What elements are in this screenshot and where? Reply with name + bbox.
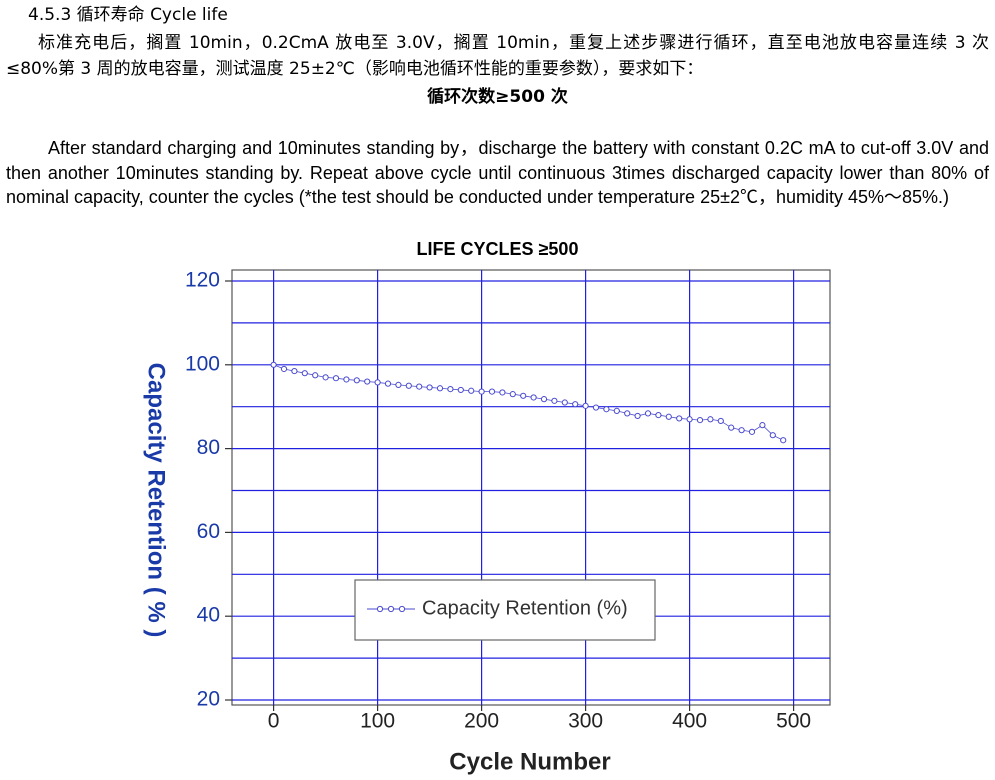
y-tick-label: 120	[185, 269, 220, 292]
data-point	[436, 385, 444, 392]
data-point	[540, 396, 548, 403]
data-point	[717, 417, 724, 425]
data-point	[551, 397, 558, 404]
data-point	[364, 378, 371, 385]
x-tick-label: 300	[568, 710, 603, 733]
chart-title: LIFE CYCLES ≥500	[416, 239, 579, 259]
data-point	[603, 406, 610, 413]
data-point	[780, 437, 787, 444]
y-tick-label: 40	[197, 604, 220, 627]
data-point	[374, 379, 381, 386]
data-point	[457, 386, 464, 394]
data-point	[624, 410, 631, 417]
data-point	[728, 424, 735, 431]
zh-requirement: 循环次数≥500 次	[427, 87, 568, 107]
data-point	[322, 374, 329, 381]
data-point	[280, 365, 288, 373]
plot-frame	[231, 269, 831, 706]
data-point	[270, 361, 277, 368]
data-point	[738, 427, 745, 434]
data-point	[405, 382, 412, 389]
data-point	[353, 377, 360, 384]
data-point	[447, 386, 454, 393]
y-tick-label: 80	[197, 436, 220, 459]
data-point	[291, 367, 298, 375]
legend-marker	[398, 605, 406, 613]
data-point	[644, 410, 652, 417]
data-point	[332, 375, 340, 382]
data-point	[582, 402, 589, 409]
data-point	[676, 415, 683, 422]
data-point	[696, 417, 704, 424]
x-tick-label: 100	[360, 710, 395, 733]
x-tick-label: 200	[464, 710, 499, 733]
data-point	[748, 428, 756, 435]
legend-marker	[376, 605, 384, 613]
data-point	[509, 391, 516, 398]
data-point	[416, 383, 423, 390]
zh-paragraph: 标准充电后，搁置 10min，0.2CmA 放电至 3.0V，搁置 10min，…	[6, 33, 989, 79]
data-point	[499, 389, 506, 396]
data-point	[478, 388, 485, 395]
x-axis-label: Cycle Number	[449, 748, 610, 775]
data-point	[488, 388, 496, 395]
data-point	[686, 416, 693, 423]
x-tick-label: 500	[776, 710, 811, 733]
data-point	[395, 381, 402, 389]
data-point	[530, 394, 537, 401]
data-point	[592, 404, 600, 411]
data-point	[572, 401, 579, 408]
data-point	[343, 376, 350, 383]
y-tick-label: 100	[185, 352, 220, 375]
y-axis-label: Capacity Retention ( % )	[143, 363, 170, 638]
legend-label: Capacity Retention (%)	[422, 597, 628, 619]
data-point	[707, 416, 714, 423]
data-point	[312, 372, 319, 379]
x-tick-label: 0	[268, 710, 280, 733]
data-point	[769, 432, 776, 439]
en-paragraph: After standard charging and 10minutes st…	[6, 138, 989, 207]
legend-box	[354, 579, 656, 641]
data-point	[759, 422, 766, 429]
data-point	[384, 380, 392, 387]
heading: 4.5.3 循环寿命 Cycle life	[28, 5, 228, 25]
data-point	[426, 384, 433, 391]
data-point	[613, 407, 620, 414]
data-point	[634, 412, 641, 420]
x-tick-label: 400	[672, 710, 707, 733]
data-point	[301, 370, 308, 377]
data-point	[561, 399, 568, 406]
data-point	[520, 392, 527, 399]
data-point	[655, 411, 662, 419]
series-line	[273, 364, 784, 441]
y-tick-label: 20	[197, 688, 220, 711]
y-tick-label: 60	[197, 520, 220, 543]
legend-marker	[387, 605, 395, 613]
data-point	[468, 387, 475, 394]
data-point	[665, 413, 672, 420]
